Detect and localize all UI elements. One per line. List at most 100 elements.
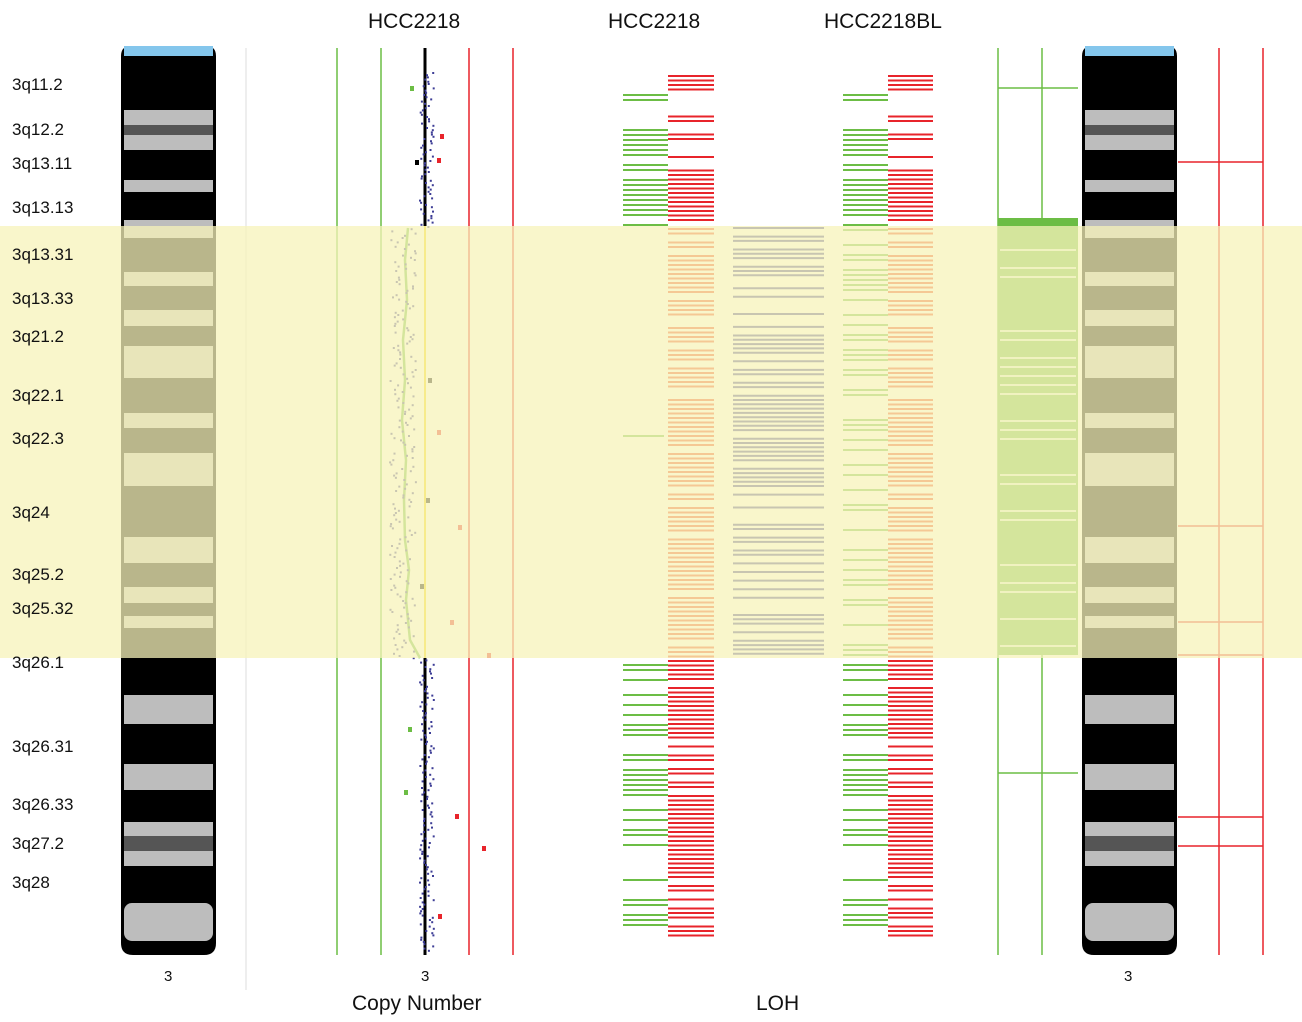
copy-number-probe [430,142,433,145]
copy-number-probe [429,773,432,776]
copy-number-probe [426,76,429,79]
copy-number-probe [419,912,422,915]
copy-number-probe [420,936,423,939]
copy-number-probe [428,925,431,928]
copy-number-probe [422,716,425,719]
copy-number-probe [425,703,428,706]
copy-number-probe [427,190,430,193]
copy-number-probe [429,751,432,754]
copy-number-probe [426,685,428,688]
copy-number-probe [425,151,427,154]
copy-number-probe [422,679,425,682]
copy-number-probe [424,837,427,840]
copy-number-probe [420,100,423,103]
copy-number-probe [423,824,426,827]
copy-number-probe [423,943,426,946]
copy-number-probe [425,96,428,99]
copy-number-probe [424,102,426,105]
copy-number-probe [421,839,424,842]
copy-number-probe [427,872,430,875]
highlighted-region [0,226,1302,658]
loh-footer: LOH [756,992,800,1015]
centromere-cap [1085,46,1174,56]
copy-number-probe [432,747,435,750]
copy-number-outlier [438,914,442,919]
copy-number-probe [432,835,435,838]
copy-number-probe [431,197,434,200]
copy-number-probe [429,668,432,671]
copy-number-probe [427,789,430,792]
copy-number-probe [432,945,435,948]
copy-number-probe [426,866,429,869]
copy-number-outlier [408,727,412,732]
copy-number-probe [423,888,426,891]
copy-number-probe [426,692,429,695]
loh-sample-header: HCC2218 [608,10,701,33]
copy-number-probe [422,771,425,774]
copy-number-probe [420,833,423,836]
copy-number-probe [419,848,422,851]
copy-number-probe [431,221,434,224]
copy-number-probe [430,98,433,101]
copy-number-probe [419,681,422,684]
copy-number-probe [424,690,426,693]
copy-number-probe [429,149,432,151]
copy-number-probe [422,729,425,732]
copy-number-probe [430,870,433,873]
copy-number-probe [420,938,423,941]
copy-number-probe [426,696,429,699]
copy-number-probe [425,712,427,715]
copy-number-probe [429,179,432,182]
copy-number-probe [423,195,426,198]
copy-number-probe [427,219,430,222]
copy-number-probe [427,83,430,85]
copy-number-probe [428,883,431,886]
copy-number-probe [423,94,426,96]
copy-number-probe [424,168,427,171]
copy-number-probe [422,85,425,88]
copy-number-probe [432,778,435,781]
chromosome-band [1085,125,1174,135]
copy-number-probe [430,217,433,220]
copy-number-probe [422,831,425,833]
chromosome-band [1085,851,1174,866]
copy-number-probe [420,877,423,880]
copy-number-probe [432,927,435,930]
copy-number-probe [430,822,433,825]
copy-number-probe [425,182,427,184]
copy-number-probe [421,908,424,910]
copy-number-probe [426,798,428,800]
copy-number-probe [419,857,422,860]
chromosome-band [124,180,213,192]
copy-number-probe [420,157,423,160]
copy-number-probe [424,107,427,110]
copy-number-probe [429,732,431,734]
copy-number-probe [428,846,430,849]
chromosome-band [124,135,213,150]
copy-number-probe [431,707,434,710]
copy-number-probe [431,677,434,679]
copy-number-outlier [482,846,486,851]
copy-number-probe [427,828,430,831]
copy-number-probe [432,899,435,902]
copy-number-probe [429,160,432,162]
chromosome-band [1085,695,1174,724]
copy-number-probe [427,171,430,173]
copy-number-probe [421,122,423,125]
copy-number-probe [420,113,423,116]
copy-number-probe [430,131,433,134]
band-label: 3q26.31 [12,737,74,756]
left-chromosome-number: 3 [164,968,173,985]
copy-number-probe [426,804,429,807]
band-label: 3q21.2 [12,327,64,346]
copy-number-probe [425,776,427,778]
copy-number-probe [432,699,435,701]
copy-number-probe [428,919,431,921]
copy-number-probe [424,666,427,668]
chromosome-band [124,125,213,135]
copy-number-probe [424,734,427,737]
copy-number-probe [422,710,425,712]
copy-number-sample-header: HCC2218 [368,10,461,33]
right-chromosome-number: 3 [1124,968,1133,985]
chromosome-band [124,764,213,790]
